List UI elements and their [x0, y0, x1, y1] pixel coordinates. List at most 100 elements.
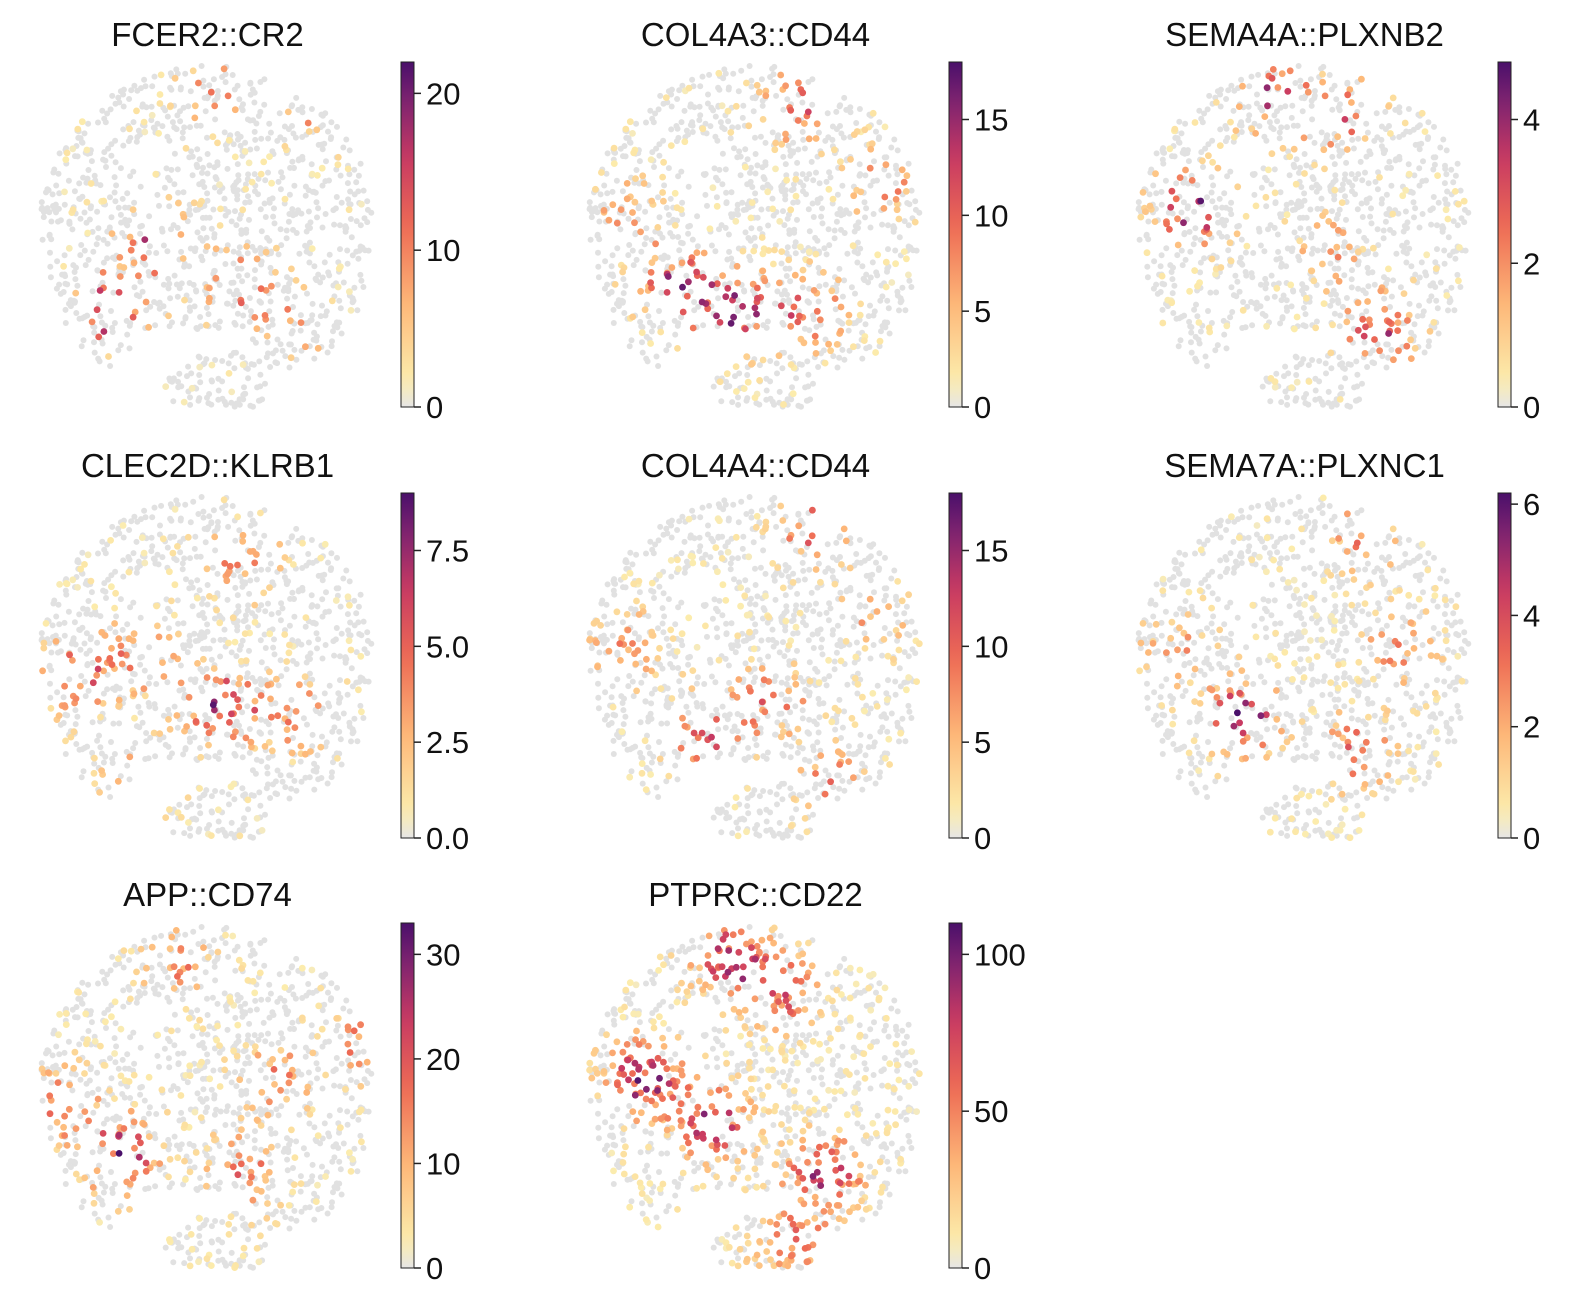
- spot: [131, 513, 138, 520]
- spot: [215, 827, 222, 834]
- spot: [1178, 209, 1185, 216]
- spot: [734, 728, 741, 735]
- spot: [221, 626, 228, 633]
- spot: [78, 343, 85, 350]
- spot: [734, 711, 741, 717]
- spot: [748, 225, 755, 232]
- spot: [255, 113, 262, 119]
- spot: [1308, 97, 1315, 104]
- spot: [641, 672, 648, 679]
- spot: [173, 281, 180, 288]
- spot: [195, 511, 202, 517]
- spot: [211, 681, 218, 688]
- spot: [623, 180, 631, 187]
- spot: [871, 308, 878, 315]
- spot: [815, 795, 822, 801]
- spot: [815, 298, 822, 305]
- spot: [1205, 308, 1211, 314]
- spot: [186, 263, 193, 270]
- spot: [272, 268, 279, 276]
- spot: [245, 806, 252, 813]
- spot: [168, 86, 175, 93]
- spot: [659, 320, 666, 326]
- spot: [1281, 217, 1289, 225]
- spot: [759, 615, 766, 622]
- spot: [174, 501, 181, 508]
- spot: [1336, 152, 1343, 159]
- spot: [348, 738, 354, 745]
- spot: [276, 540, 284, 548]
- spot: [113, 683, 120, 690]
- spot: [730, 745, 737, 752]
- spot: [1323, 288, 1330, 295]
- spot: [261, 200, 268, 207]
- spot: [83, 630, 90, 637]
- spot: [187, 124, 193, 131]
- spot: [1268, 150, 1276, 158]
- spot: [235, 680, 243, 688]
- spot: [1240, 299, 1247, 305]
- spot: [738, 498, 745, 505]
- spot: [266, 668, 273, 676]
- spot: [681, 138, 689, 146]
- spot: [671, 748, 678, 755]
- spot: [256, 358, 263, 365]
- spot: [760, 174, 767, 181]
- spot: [83, 146, 91, 154]
- spot: [70, 728, 78, 736]
- spot: [1154, 290, 1161, 297]
- spot: [748, 77, 755, 84]
- spot: [196, 785, 204, 792]
- spot: [1313, 222, 1321, 229]
- spot: [211, 97, 218, 104]
- spot: [884, 265, 891, 272]
- spot: [876, 337, 884, 345]
- spot: [189, 67, 197, 75]
- spot: [1170, 310, 1177, 316]
- spot: [169, 119, 176, 126]
- spot: [100, 197, 108, 205]
- spot: [141, 236, 149, 244]
- spot: [819, 220, 826, 227]
- spot: [112, 531, 119, 538]
- spot: [1387, 164, 1394, 171]
- spot: [660, 158, 667, 166]
- spot: [1158, 201, 1165, 208]
- spot: [1333, 243, 1341, 251]
- spot: [1191, 119, 1199, 126]
- spot: [651, 164, 657, 170]
- spot: [795, 402, 802, 409]
- spot: [154, 191, 161, 198]
- spot: [307, 650, 314, 657]
- spot: [867, 577, 874, 584]
- spot: [622, 125, 630, 133]
- spot: [905, 222, 912, 229]
- spot: [181, 830, 188, 837]
- spot: [628, 337, 635, 344]
- spot: [1333, 96, 1340, 103]
- spot: [908, 284, 915, 290]
- colorbar-tick-label: 10: [426, 233, 460, 268]
- spot: [667, 230, 674, 236]
- spot: [155, 633, 163, 641]
- spot: [672, 621, 679, 628]
- spot: [841, 787, 848, 794]
- spot: [687, 288, 694, 295]
- spot: [122, 651, 130, 659]
- spot: [293, 525, 300, 532]
- spot: [652, 240, 659, 248]
- spot: [245, 602, 252, 609]
- spot: [1332, 177, 1339, 184]
- spot: [149, 543, 156, 550]
- spot: [291, 724, 299, 731]
- spot: [1339, 303, 1346, 310]
- spot: [725, 231, 732, 238]
- spot: [300, 715, 307, 722]
- spot: [713, 202, 721, 210]
- spot: [60, 694, 67, 701]
- spot: [832, 306, 839, 313]
- spot: [857, 188, 865, 196]
- spot: [333, 194, 340, 200]
- spot: [638, 248, 645, 255]
- spot: [284, 718, 292, 726]
